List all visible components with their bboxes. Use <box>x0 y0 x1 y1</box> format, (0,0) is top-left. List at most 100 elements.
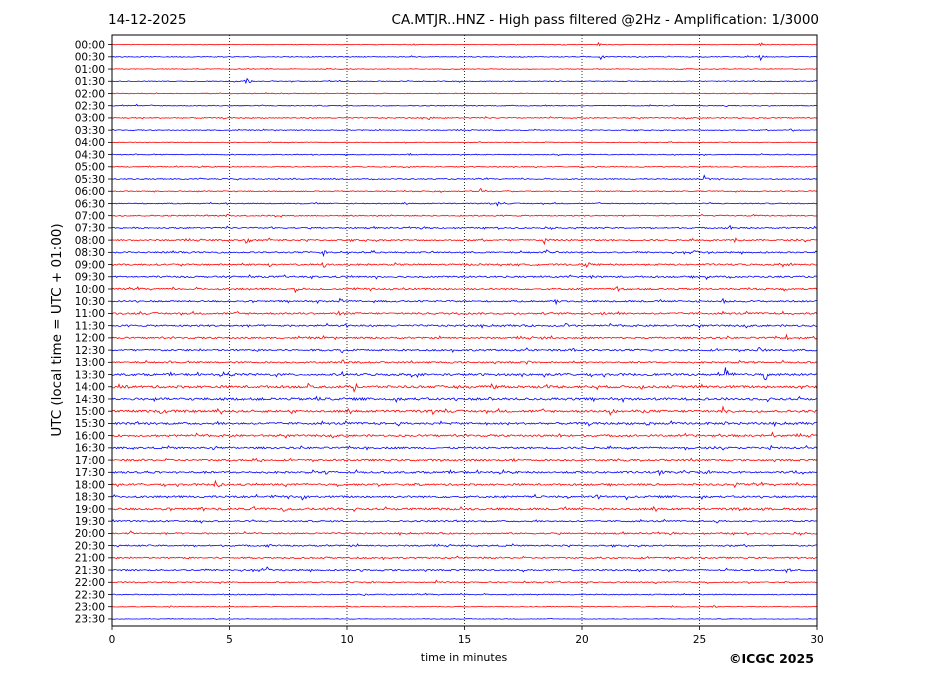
trace-1230 <box>111 347 818 354</box>
y-tick-label: 14:30 <box>75 394 105 406</box>
y-tick-label: 17:30 <box>75 467 105 479</box>
trace-1700 <box>111 457 818 463</box>
trace-0400 <box>112 141 818 144</box>
copyright-label: ©ICGC 2025 <box>729 651 814 666</box>
y-tick-label: 15:00 <box>75 406 105 418</box>
plot-frame <box>111 34 818 627</box>
y-tick-label: 02:00 <box>75 88 105 100</box>
y-tick-label: 09:30 <box>75 272 105 284</box>
y-tick-label: 08:00 <box>75 235 105 247</box>
trace-0630 <box>111 201 818 207</box>
trace-0100 <box>111 67 818 71</box>
y-tick-label: 23:30 <box>75 614 105 626</box>
trace-0530 <box>111 174 818 181</box>
y-tick-label: 17:00 <box>75 455 105 467</box>
y-tick-label: 00:00 <box>75 39 105 51</box>
y-tick-label: 12:30 <box>75 345 105 357</box>
y-tick-label: 14:00 <box>75 382 105 394</box>
trace-0930 <box>111 274 818 281</box>
trace-0600 <box>111 187 818 193</box>
x-tick-label: 20 <box>575 634 588 646</box>
trace-2130 <box>111 566 818 574</box>
y-tick-label: 05:00 <box>75 162 105 174</box>
x-tick-label: 30 <box>810 634 823 646</box>
trace-1030 <box>111 297 817 306</box>
y-tick-label: 22:00 <box>75 577 105 589</box>
trace-1100 <box>111 310 818 316</box>
y-tick-label: 10:30 <box>75 296 105 308</box>
trace-1330 <box>111 367 818 381</box>
y-tick-label: 16:30 <box>75 443 105 455</box>
trace-1130 <box>111 322 818 329</box>
y-tick-label: 21:30 <box>75 565 105 577</box>
trace-0800 <box>111 237 817 246</box>
trace-1430 <box>111 395 818 403</box>
y-tick-label: 07:00 <box>75 210 105 222</box>
trace-0900 <box>111 261 818 268</box>
trace-2200 <box>112 579 817 585</box>
trace-1500 <box>111 405 818 416</box>
y-tick-label: 06:00 <box>75 186 105 198</box>
trace-0230 <box>111 103 818 108</box>
trace-0000 <box>112 41 818 47</box>
trace-1900 <box>111 505 818 513</box>
trace-2100 <box>111 555 818 561</box>
trace-0030 <box>111 54 818 62</box>
y-tick-label: 00:30 <box>75 52 105 64</box>
y-tick-label: 23:00 <box>75 602 105 614</box>
y-tick-label: 21:00 <box>75 553 105 565</box>
y-tick-label: 18:30 <box>75 492 105 504</box>
y-tick-label: 05:30 <box>75 174 105 186</box>
y-tick-label: 08:30 <box>75 247 105 259</box>
y-tick-label: 04:30 <box>75 149 105 161</box>
trace-0500 <box>111 165 818 169</box>
trace-1630 <box>111 444 818 451</box>
trace-2300 <box>111 605 818 608</box>
y-tick-label: 19:00 <box>75 504 105 516</box>
y-tick-label: 12:00 <box>75 333 105 345</box>
date-label: 14-12-2025 <box>108 12 187 28</box>
y-tick-label: 04:00 <box>75 137 105 149</box>
trace-2030 <box>111 543 818 548</box>
y-tick-label: 03:00 <box>75 113 105 125</box>
x-tick-label: 10 <box>340 634 353 646</box>
y-tick-label: 19:30 <box>75 516 105 528</box>
y-tick-label: 15:30 <box>75 418 105 430</box>
trace-0130 <box>111 77 818 85</box>
trace-0200 <box>111 92 818 95</box>
x-tick-label: 5 <box>226 634 233 646</box>
y-tick-label: 11:30 <box>75 320 105 332</box>
trace-1830 <box>111 493 818 501</box>
trace-1930 <box>111 518 818 524</box>
y-tick-label: 01:00 <box>75 64 105 76</box>
y-tick-label: 13:00 <box>75 357 105 369</box>
trace-1730 <box>111 469 818 477</box>
y-tick-label: 02:30 <box>75 101 105 113</box>
y-tick-label: 07:30 <box>75 223 105 235</box>
trace-1200 <box>111 333 818 341</box>
y-tick-label: 13:30 <box>75 369 105 381</box>
y-tick-label: 20:30 <box>75 540 105 552</box>
trace-1300 <box>111 359 818 365</box>
y-tick-label: 18:00 <box>75 479 105 491</box>
x-tick-label: 0 <box>109 634 116 646</box>
y-tick-label: 10:00 <box>75 284 105 296</box>
trace-0300 <box>111 116 818 120</box>
x-tick-label: 15 <box>458 634 471 646</box>
chart-title: CA.MTJR..HNZ - High pass filtered @2Hz -… <box>391 12 819 28</box>
trace-0330 <box>111 128 818 132</box>
trace-2230 <box>111 592 818 597</box>
trace-1400 <box>111 382 818 393</box>
y-tick-label: 22:30 <box>75 589 105 601</box>
y-tick-label: 16:00 <box>75 430 105 442</box>
y-tick-label: 20:00 <box>75 528 105 540</box>
y-tick-label: 06:30 <box>75 198 105 210</box>
trace-1800 <box>111 479 818 489</box>
trace-layer <box>111 41 818 620</box>
trace-1600 <box>111 431 818 439</box>
grid-layer <box>229 35 700 626</box>
trace-0700 <box>112 213 818 218</box>
x-axis-label: time in minutes <box>420 651 508 664</box>
trace-2000 <box>111 530 818 536</box>
trace-1530 <box>111 420 817 428</box>
